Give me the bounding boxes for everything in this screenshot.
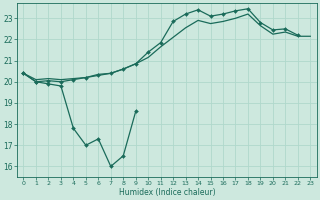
X-axis label: Humidex (Indice chaleur): Humidex (Indice chaleur) bbox=[119, 188, 215, 197]
